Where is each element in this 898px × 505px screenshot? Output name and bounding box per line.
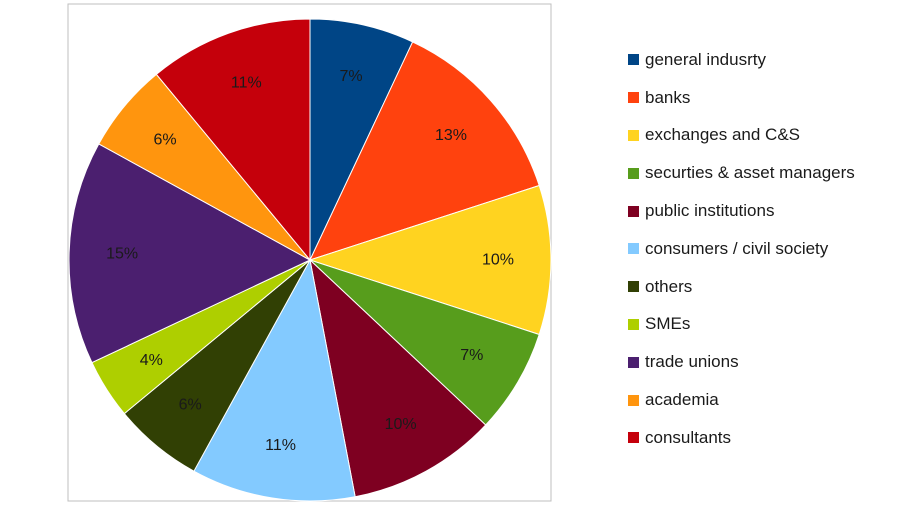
slice-value-label-1: 13% [435,127,467,144]
legend-label: academia [645,390,719,410]
pie-slice-3 [309,259,540,426]
legend-label: general indusrty [645,49,766,69]
legend-item: banks [628,79,855,117]
legend-swatch [628,394,639,406]
legend-item: others [628,268,855,306]
legend-label: others [645,276,693,296]
legend-label: consumers / civil society [645,238,829,258]
pie-slice-0 [309,18,414,261]
legend-label: public institutions [645,201,775,221]
slice-value-label-2: 10% [482,252,514,269]
pie-slice-1 [309,41,540,261]
pie-slice-10 [155,18,311,262]
legend-item: trade unions [628,343,855,381]
legend-label: SMEs [645,314,691,334]
legend-item: exchanges and C&S [628,117,855,155]
legend-swatch [628,129,639,141]
legend-swatch [628,167,639,179]
legend-label: securties & asset managers [645,163,855,183]
legend-item: securties & asset managers [628,154,855,192]
legend-swatch [628,92,639,104]
legend-swatch [628,243,639,255]
legend-item: public institutions [628,192,855,230]
legend-swatch [628,432,639,444]
slice-labels: 7% 13% 10% 7% 10% 11% 6% 4% 15% 6% 11% [106,68,514,454]
slice-value-label-5: 11% [265,437,296,454]
slice-value-label-6: 6% [179,396,202,413]
legend-item: academia [628,381,855,419]
slice-value-label-7: 4% [140,352,163,369]
legend-swatch [628,205,639,217]
pie-slice-2 [308,184,552,336]
legend-swatch [628,54,639,66]
slice-value-label-8: 15% [106,246,138,263]
pie-slice-4 [309,258,487,498]
pie-slice-8 [68,143,312,364]
legend-swatch [628,318,639,330]
slice-value-label-3: 7% [460,347,483,364]
pie-slice-5 [193,258,356,502]
slice-value-label-9: 6% [154,132,177,149]
legend-label: consultants [645,427,731,447]
legend-label: exchanges and C&S [645,125,800,145]
legend-item: consultants [628,419,855,457]
legend-label: banks [645,87,691,107]
legend-item: SMEs [628,306,855,344]
legend-item: consumers / civil society [628,230,855,268]
legend-label: trade unions [645,352,739,372]
pie-slices [68,18,552,502]
slice-value-label-4: 10% [385,416,417,433]
legend-swatch [628,356,639,368]
slice-value-label-0: 7% [339,68,362,85]
legend-swatch [628,281,639,293]
chart-legend: general indusrty banks exchanges and C&S se… [628,41,855,457]
legend-item: general indusrty [628,41,855,79]
slice-value-label-10: 11% [231,75,262,92]
